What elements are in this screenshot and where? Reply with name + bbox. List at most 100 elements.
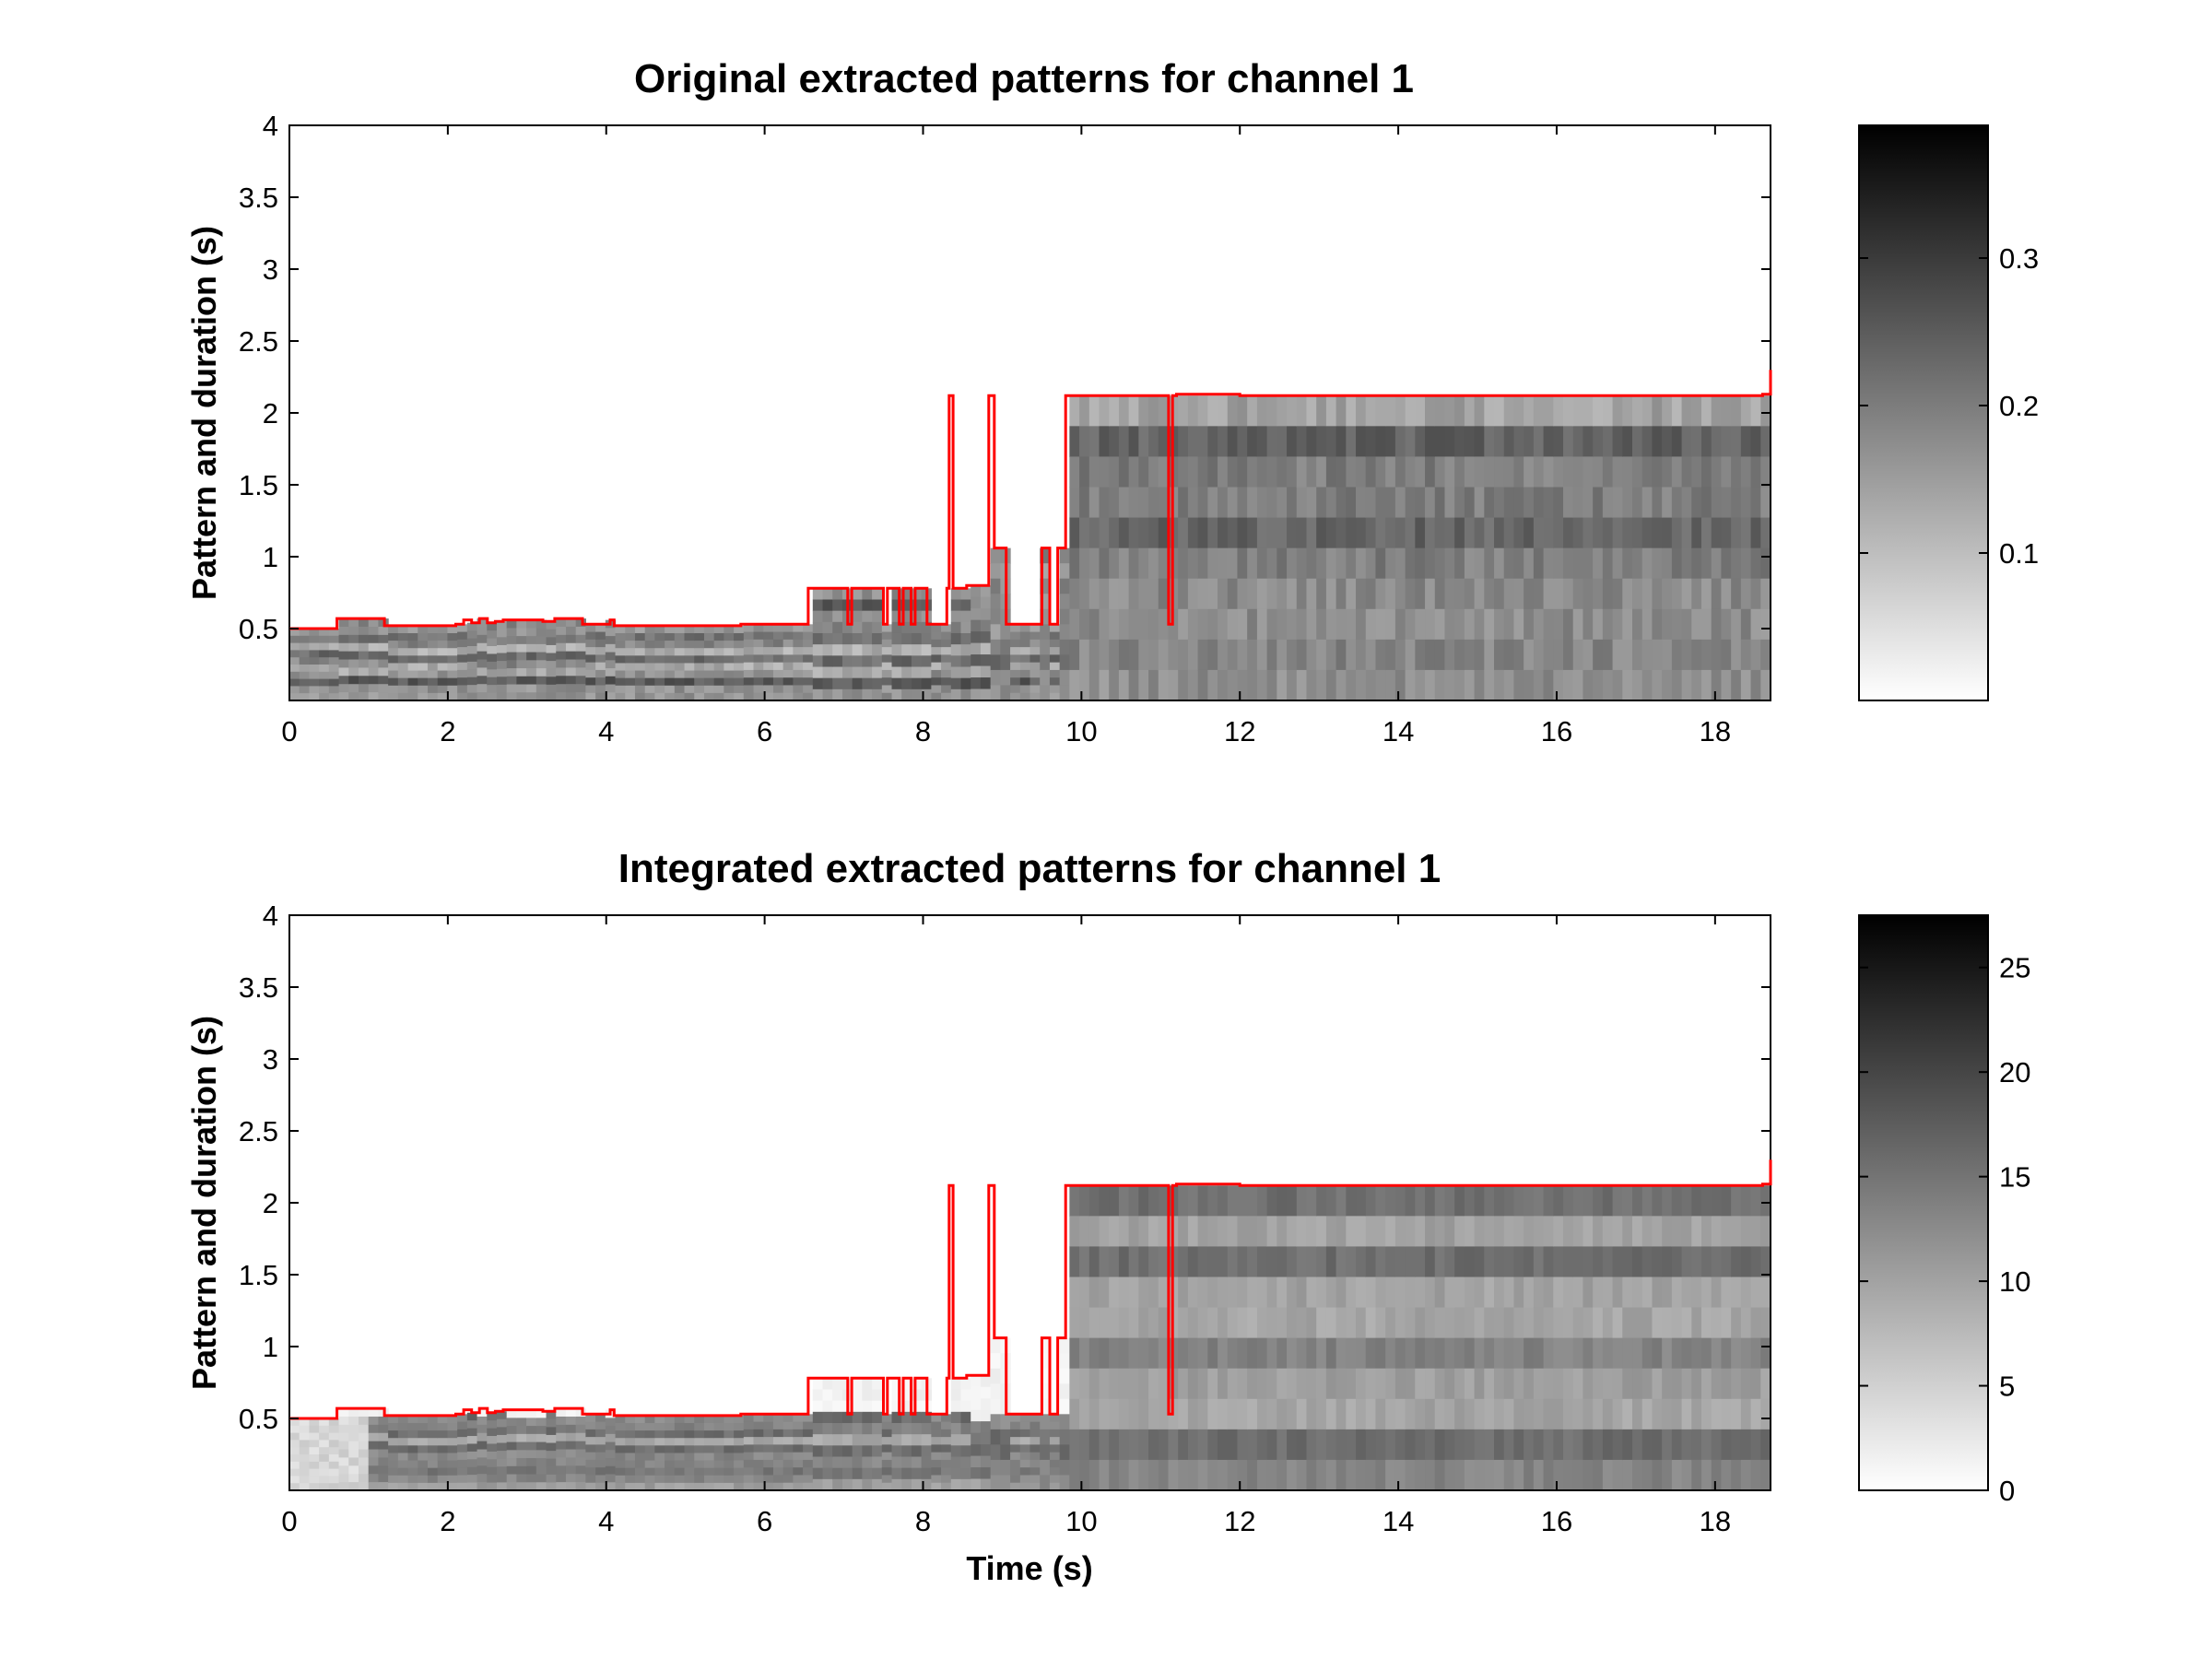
heatmap-cell (575, 651, 586, 661)
heatmap-cell (1434, 669, 1446, 701)
heatmap-cell (1394, 547, 1406, 580)
heatmap-cell (980, 665, 992, 678)
heatmap-cell (437, 1422, 449, 1431)
heatmap-cell (437, 1438, 449, 1446)
heatmap-cell (1513, 395, 1524, 427)
heatmap-cell (1524, 1368, 1535, 1400)
heatmap-cell (1602, 1216, 1614, 1248)
heatmap-cell (1148, 608, 1159, 641)
heatmap-cell (822, 688, 833, 701)
heatmap-cell (980, 631, 992, 644)
heatmap-cell (881, 1475, 893, 1484)
heatmap-cell (1128, 1337, 1139, 1370)
heatmap-cell (763, 639, 774, 648)
heatmap-cell (358, 684, 370, 693)
heatmap-cell (565, 667, 577, 677)
heatmap-cell (1622, 1398, 1633, 1430)
heatmap-cell (1474, 1459, 1485, 1491)
heatmap-cell (1335, 487, 1347, 519)
heatmap-cell (901, 1400, 912, 1413)
heatmap-cell (457, 1459, 468, 1468)
heatmap-cell (397, 648, 409, 656)
heatmap-cell (1277, 1185, 1288, 1217)
heatmap-cell (1652, 669, 1663, 701)
heatmap-cell (654, 625, 665, 634)
y-tick-label: 3.5 (239, 182, 278, 214)
heatmap-cell (793, 1467, 804, 1477)
heatmap-cell (309, 665, 320, 673)
heatmap-cell (1513, 1459, 1524, 1491)
heatmap-cell (1178, 669, 1189, 701)
heatmap-cell (1760, 456, 1771, 488)
heatmap-cell (1049, 685, 1061, 694)
heatmap-cell (990, 547, 1001, 564)
heatmap-cell (1394, 1337, 1406, 1370)
x-tick-label: 14 (1382, 1505, 1414, 1537)
heatmap-cell (615, 1422, 626, 1431)
heatmap-cell (496, 1466, 508, 1476)
heatmap-cell (575, 642, 586, 653)
heatmap-cell (466, 1436, 478, 1445)
heatmap-cell (457, 1429, 468, 1438)
y-axis-bottom: 0.511.522.533.54 (239, 900, 1771, 1435)
heatmap-cell (1572, 1307, 1584, 1339)
heatmap-cell (822, 1478, 833, 1491)
heatmap-cell (595, 631, 606, 641)
heatmap-cell (901, 588, 912, 601)
heatmap-cell (299, 642, 311, 651)
heatmap-cell (1079, 1429, 1090, 1461)
heatmap-cell (724, 1460, 735, 1469)
heatmap-cell (1711, 1216, 1723, 1248)
heatmap-cell (447, 692, 458, 701)
heatmap-cell (1069, 395, 1080, 427)
heatmap-cell (1553, 1277, 1564, 1309)
heatmap-cell (1277, 517, 1288, 549)
heatmap-cell (1049, 654, 1061, 664)
heatmap-cell (1553, 456, 1564, 488)
heatmap-cell (1641, 1337, 1653, 1370)
heatmap-cell (1662, 1246, 1673, 1278)
heatmap-cell (694, 1415, 705, 1424)
heatmap-cell (585, 1475, 596, 1484)
heatmap-cell (1365, 517, 1377, 549)
heatmap-cell (1049, 1467, 1061, 1477)
heatmap-cell (891, 610, 902, 623)
heatmap-cell (1128, 426, 1139, 458)
heatmap-cell (841, 1422, 853, 1435)
heatmap-cell (1138, 1307, 1149, 1339)
heatmap-cell (674, 1467, 686, 1477)
heatmap-cell (960, 621, 971, 634)
heatmap-cell (803, 631, 814, 641)
heatmap-cell (348, 1474, 359, 1483)
heatmap-cell (694, 632, 705, 641)
heatmap-cell (1622, 487, 1633, 519)
heatmap-cell (1128, 456, 1139, 488)
heatmap-cell (872, 610, 883, 623)
heatmap-cell (772, 654, 784, 664)
heatmap-cell (1346, 517, 1357, 549)
heatmap-cell (1405, 1246, 1416, 1278)
heatmap-cell (615, 685, 626, 694)
heatmap-cell (1227, 517, 1239, 549)
heatmap-cell (457, 1475, 468, 1484)
heatmap-cell (1138, 517, 1149, 549)
heatmap-cell (289, 657, 300, 665)
x-tick-label: 4 (598, 715, 614, 747)
heatmap-cell (1148, 395, 1159, 427)
heatmap-cell (565, 626, 577, 636)
heatmap-cell (535, 1426, 547, 1435)
heatmap-cell (644, 1430, 655, 1439)
heatmap-cell (328, 635, 340, 644)
heatmap-cell (1563, 639, 1574, 671)
heatmap-cell (665, 1415, 676, 1424)
heatmap-cell (338, 618, 349, 628)
heatmap-cell (1740, 669, 1752, 701)
heatmap-cell (674, 1453, 686, 1462)
heatmap-cell (881, 1421, 893, 1430)
heatmap-cell (1247, 395, 1258, 427)
heatmap-cell (782, 1452, 794, 1461)
heatmap-cell (950, 1467, 962, 1480)
heatmap-cell (1701, 517, 1712, 549)
heatmap-cell (881, 1482, 893, 1491)
heatmap-cell (1109, 1216, 1120, 1248)
